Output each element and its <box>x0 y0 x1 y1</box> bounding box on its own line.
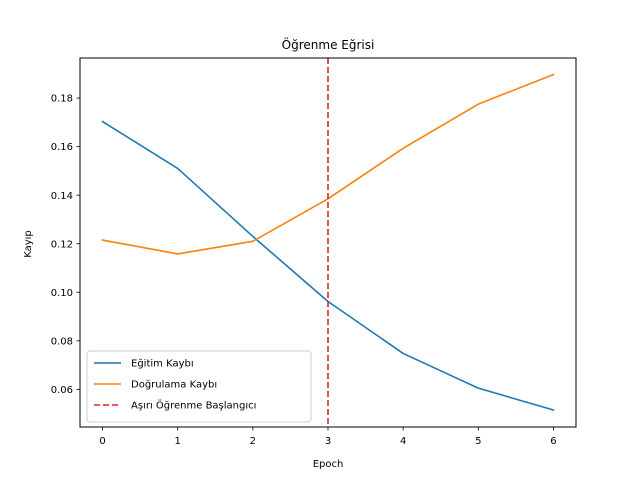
chart-title: Öğrenme Eğrisi <box>282 36 375 52</box>
y-tick-label: 0.08 <box>51 336 73 347</box>
x-tick-label: 0 <box>99 436 105 447</box>
x-tick-label: 6 <box>550 436 556 447</box>
plot-area <box>101 58 555 427</box>
x-axis-ticks: 0 1 2 3 4 5 6 <box>99 427 557 447</box>
legend: Eğitim Kaybı Doğrulama Kaybı Aşırı Öğrenme… <box>86 350 312 423</box>
x-tick-label: 4 <box>400 436 406 447</box>
y-tick-label: 0.18 <box>51 94 73 105</box>
x-tick-label: 2 <box>250 436 256 447</box>
legend-label: Aşırı Öğrenme Başlangıcı <box>131 399 256 412</box>
legend-label: Eğitim Kaybı <box>131 358 194 370</box>
y-tick-label: 0.06 <box>51 385 73 396</box>
x-tick-label: 5 <box>475 436 481 447</box>
y-tick-label: 0.10 <box>51 288 73 299</box>
y-tick-label: 0.16 <box>51 142 73 153</box>
plot-frame <box>79 57 577 428</box>
y-tick-label: 0.12 <box>51 239 73 250</box>
legend-label: Doğrulama Kaybı <box>131 379 217 391</box>
legend-box <box>86 350 312 423</box>
x-tick-label: 3 <box>325 436 331 447</box>
y-axis-label: Kayıp <box>23 230 34 258</box>
x-tick-label: 1 <box>175 436 181 447</box>
x-axis-label: Epoch <box>313 459 344 470</box>
y-tick-label: 0.14 <box>51 191 73 202</box>
y-axis-ticks: 0.06 0.08 0.10 0.12 0.14 0.16 0.18 <box>51 94 80 396</box>
